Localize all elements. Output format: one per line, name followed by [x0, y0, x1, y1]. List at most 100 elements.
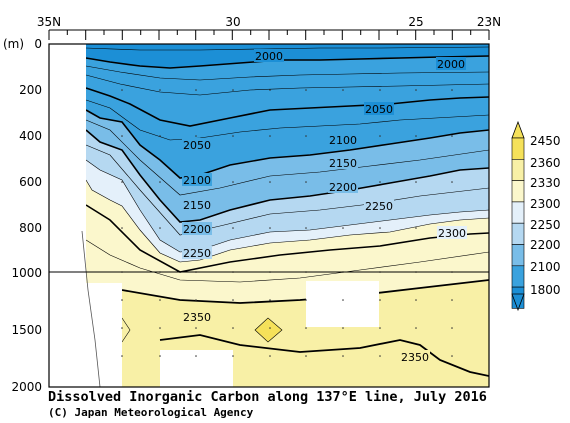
contour-label-2300: 2300 — [438, 227, 466, 240]
station-dot — [379, 355, 381, 357]
colorbar-segment — [511, 159, 525, 181]
y-tick-label-2000: 2000 — [11, 380, 42, 394]
colorbar-segment — [511, 180, 525, 203]
station-dot — [305, 327, 307, 329]
station-dot — [451, 355, 453, 357]
contour-label-2050-b: 2050 — [365, 103, 393, 116]
station-dot — [232, 299, 234, 301]
colorbar-segment — [511, 222, 525, 245]
station-dot — [451, 299, 453, 301]
colorbar-bottom-arrow — [511, 293, 525, 312]
colorbar-label-2100: 2100 — [530, 260, 561, 274]
station-dot — [379, 89, 381, 91]
station-dot — [451, 327, 453, 329]
station-dot — [121, 89, 123, 91]
station-dot — [379, 227, 381, 229]
contour-label-2250-a: 2250 — [183, 247, 211, 260]
contour-label-2250-b: 2250 — [365, 200, 393, 213]
station-dot — [379, 181, 381, 183]
station-dot — [305, 135, 307, 137]
contour-label-2000-b: 2000 — [437, 58, 465, 71]
station-dot — [159, 89, 161, 91]
station-dot — [232, 89, 234, 91]
x-tick-label-25: 25 — [408, 15, 423, 29]
station-dot — [415, 327, 417, 329]
contour-label-2150-a: 2150 — [183, 199, 211, 212]
station-dot — [269, 327, 271, 329]
station-dot — [342, 355, 344, 357]
x-axis: 35N 30 25 23N — [37, 15, 501, 40]
colorbar-segments — [511, 137, 525, 309]
colorbar-segment — [511, 244, 525, 267]
station-dot — [159, 355, 161, 357]
station-dot — [305, 227, 307, 229]
colorbar-label-2330: 2330 — [530, 176, 561, 190]
station-dot — [121, 181, 123, 183]
colorbar-label-2360: 2360 — [530, 156, 561, 170]
station-dot — [415, 89, 417, 91]
station-dot — [415, 299, 417, 301]
station-dot — [342, 299, 344, 301]
x-tick-label-23N: 23N — [477, 15, 501, 29]
station-dot — [342, 327, 344, 329]
colorbar-segment — [511, 137, 525, 160]
colorbar: 2450 2360 2330 2300 2250 2200 2100 1800 — [511, 120, 561, 312]
colorbar-label-2450: 2450 — [530, 134, 561, 148]
bottom-topography-line — [81, 230, 101, 387]
contour-label-2200-a: 2200 — [183, 223, 211, 236]
station-dot — [195, 135, 197, 137]
station-dot — [195, 355, 197, 357]
station-dot — [195, 89, 197, 91]
station-dot — [342, 227, 344, 229]
station-dot — [379, 327, 381, 329]
station-dot — [195, 299, 197, 301]
contour-label-2050-a: 2050 — [183, 139, 211, 152]
y-tick-label-1000: 1000 — [11, 266, 42, 280]
plot-frame — [48, 43, 490, 388]
colorbar-segment — [511, 201, 525, 224]
station-dot — [379, 135, 381, 137]
y-tick-label-400: 400 — [19, 129, 42, 143]
station-dot — [415, 227, 417, 229]
station-dot — [269, 89, 271, 91]
y-axis: (m) 0 200 400 600 800 1000 1500 2000 — [3, 37, 42, 394]
contour-label-2100-a: 2100 — [183, 174, 211, 187]
station-dot — [232, 135, 234, 137]
x-tick-label-35N: 35N — [37, 15, 61, 29]
y-tick-label-600: 600 — [19, 175, 42, 189]
chart-credit: (C) Japan Meteorological Agency — [48, 406, 254, 419]
colorbar-label-2200: 2200 — [530, 238, 561, 252]
contour-label-2200-b: 2200 — [329, 181, 357, 194]
contour-label-2350-b: 2350 — [401, 351, 429, 364]
colorbar-label-1800: 1800 — [530, 283, 561, 297]
y-tick-label-200: 200 — [19, 83, 42, 97]
missing-data-masks — [49, 44, 379, 387]
station-dot — [159, 327, 161, 329]
contour-label-2150-b: 2150 — [329, 157, 357, 170]
colorbar-label-2300: 2300 — [530, 197, 561, 211]
station-dot — [305, 299, 307, 301]
station-dot — [269, 299, 271, 301]
station-dot — [121, 355, 123, 357]
station-dot — [121, 299, 123, 301]
contour-labels: 2000 2000 2050 2050 2100 2100 2150 2150 … — [182, 49, 467, 364]
station-dot — [269, 181, 271, 183]
station-dot — [379, 299, 381, 301]
station-dot — [451, 135, 453, 137]
station-dot — [342, 89, 344, 91]
contour-label-2100-b: 2100 — [329, 134, 357, 147]
y-axis-unit: (m) — [3, 37, 24, 51]
station-dot — [159, 227, 161, 229]
station-dot — [451, 181, 453, 183]
station-dot — [305, 355, 307, 357]
y-tick-label-1500: 1500 — [11, 323, 42, 337]
station-dot — [269, 227, 271, 229]
contour-label-2000-a: 2000 — [255, 50, 283, 63]
station-dot — [232, 181, 234, 183]
contour-lines — [85, 46, 489, 377]
station-dot — [451, 89, 453, 91]
colorbar-segment — [511, 265, 525, 288]
x-tick-label-30: 30 — [225, 15, 240, 29]
station-dot — [195, 327, 197, 329]
station-dot — [232, 355, 234, 357]
